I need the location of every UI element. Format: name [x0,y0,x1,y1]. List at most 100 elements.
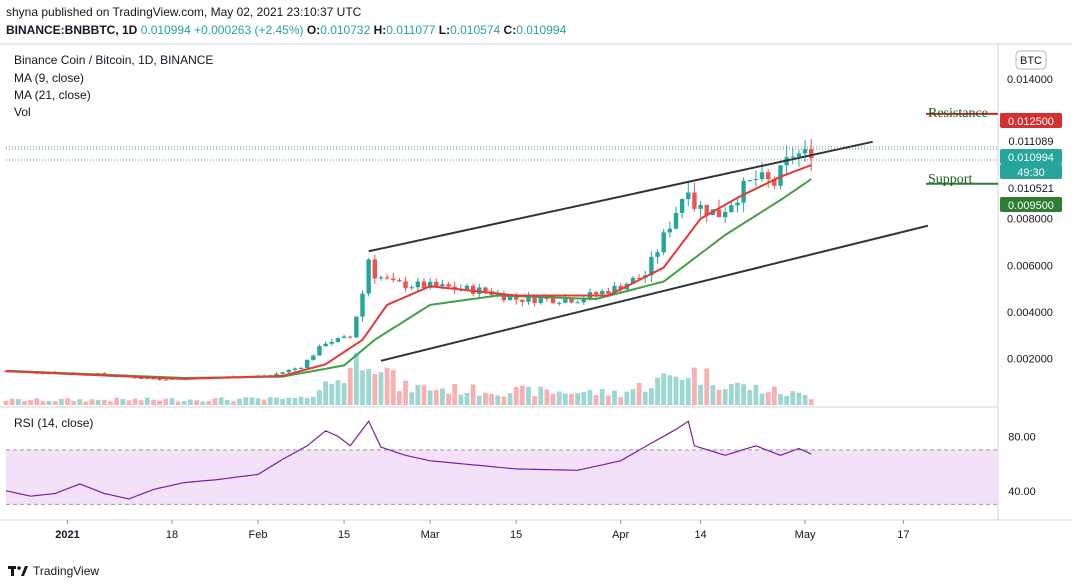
candle-body [280,372,285,374]
candle-body [421,281,427,288]
volume-bar [489,393,494,405]
volume-bar [188,399,193,405]
volume-bar [224,399,230,405]
volume-bar [556,391,562,405]
ma21-line [5,178,812,380]
time-tick-label: Mar [421,529,440,541]
volume-bar [495,395,501,405]
volume-bar [562,393,568,405]
last-price: 0.010994 [140,23,191,37]
candle-body [317,346,322,356]
volume-bar [89,399,95,405]
high-value: 0.011077 [386,23,436,37]
volume-bar [108,401,113,405]
candle-body [618,285,623,290]
candle-body [354,316,359,338]
candle-body [747,180,752,182]
time-tick-label: 14 [694,529,706,541]
candle-body [384,277,390,279]
volume-bar [544,389,550,405]
volume-bar [267,397,273,405]
publisher-line: shyna published on TradingView.com, May … [6,5,362,19]
volume-bar [759,393,765,405]
volume-bar [378,372,384,405]
volume-bar [722,389,728,405]
volume-bar [126,400,132,405]
candle-body [772,179,777,186]
volume-bar [599,389,605,405]
volume-bar [40,401,46,405]
price-tick-label: 0.006000 [1007,260,1053,272]
volume-bar [796,392,802,405]
volume-bar [261,399,267,405]
volume-bar [716,389,722,405]
candle-body [520,299,525,302]
volume-bar [519,385,525,405]
volume-bar [587,390,593,405]
volume-bar [630,389,636,405]
price-label: 0.012500 [1008,116,1054,128]
rsi-line [5,420,812,500]
volume-bar [52,401,58,405]
volume-bar [15,399,21,405]
resistance-annotation: Resistance [928,106,988,121]
candle-body [557,302,562,304]
volume-bar [144,397,150,405]
volume-bar [366,368,372,405]
volume-bar [501,396,507,405]
price-tick-label: 0.008000 [1007,214,1053,226]
price-label: 0.010521 [1008,183,1054,195]
footer-brand-label: TradingView [33,564,100,578]
price-label-box [1000,164,1062,179]
candle-body [759,172,765,179]
open-label: O: [306,23,321,37]
volume-bar [421,385,427,405]
volume-bar [427,390,433,405]
volume-legend[interactable]: Vol [14,105,31,119]
rsi-legend[interactable]: RSI (14, close) [14,416,94,430]
volume-bar [120,399,126,405]
candle-body [513,296,519,300]
volume-bar [433,389,439,405]
candle-body [311,355,316,360]
candle-body [157,379,162,381]
footer-brand[interactable]: TradingView [8,564,99,578]
volume-bar [784,395,790,405]
volume-bar [458,394,464,405]
volume-bar [728,384,734,405]
volume-bar [323,381,329,405]
trendline-lower [380,224,929,362]
volume-bar [808,399,814,405]
volume-bar [802,394,808,405]
candle-body [673,212,679,229]
volume-bar [65,398,70,405]
volume-bar [612,390,617,405]
volume-bar [649,387,654,405]
volume-bar [673,376,679,405]
candle-body [692,192,697,209]
volume-bar [317,390,322,405]
volume-bar [114,397,120,405]
volume-bar [735,382,740,405]
candle-body [569,298,574,303]
ma21-legend[interactable]: MA (21, close) [14,88,91,102]
volume-bar [483,392,488,405]
volume-bar [704,368,710,405]
volume-bar [151,399,156,405]
volume-bar [409,392,415,405]
candle-body [163,379,169,381]
volume-bar [3,401,9,405]
open-value: 0.010732 [320,23,371,37]
candle-body [600,291,605,295]
volume-bar [181,401,187,405]
volume-bar [685,378,691,405]
volume-bar [329,383,335,405]
ma9-legend[interactable]: MA (9, close) [14,71,85,85]
volume-bar [255,398,261,405]
volume-bar [28,400,33,405]
price-label-box [1000,149,1062,164]
volume-bar [790,391,796,405]
volume-bar [237,398,242,405]
volume-bar [163,398,169,405]
